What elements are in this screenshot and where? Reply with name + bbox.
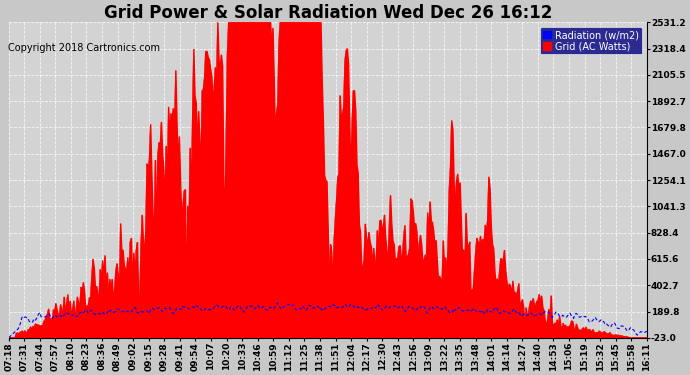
Title: Grid Power & Solar Radiation Wed Dec 26 16:12: Grid Power & Solar Radiation Wed Dec 26 … [104, 4, 552, 22]
Text: Copyright 2018 Cartronics.com: Copyright 2018 Cartronics.com [8, 43, 160, 52]
Legend: Radiation (w/m2), Grid (AC Watts): Radiation (w/m2), Grid (AC Watts) [540, 27, 642, 54]
